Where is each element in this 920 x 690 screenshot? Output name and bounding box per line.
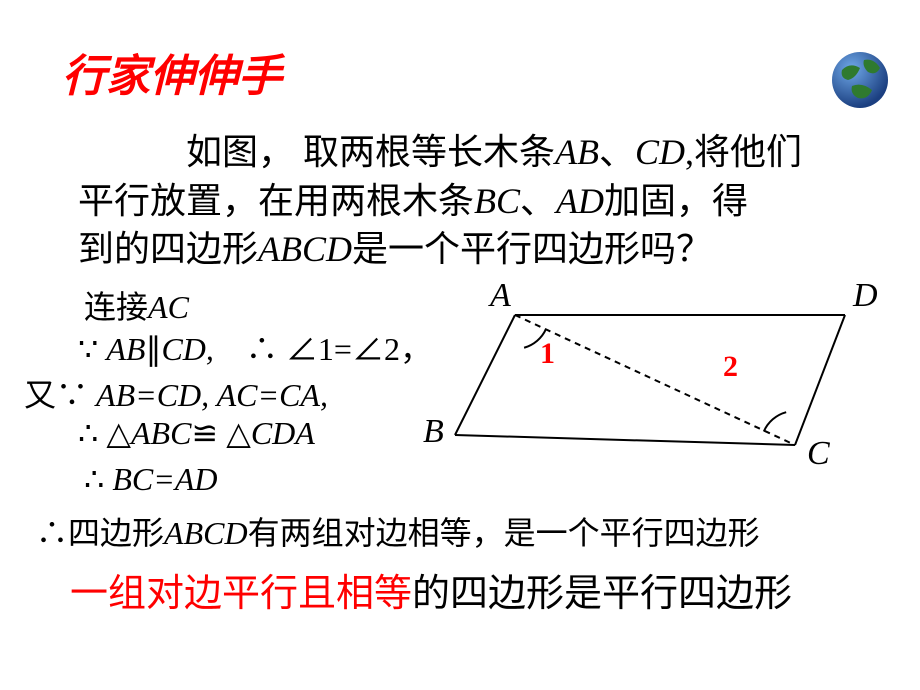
vertex-label-b: B — [423, 413, 444, 451]
conclusion-text: 一组对边平行且相等的四边形是平行四边形 — [70, 562, 792, 617]
vertex-label-d: D — [853, 277, 878, 315]
parallelogram-diagram: A D B C 1 2 — [435, 285, 885, 485]
vertex-label-c: C — [807, 435, 830, 473]
angle-label-1: 1 — [540, 337, 555, 371]
proof-line: ∴ BC=AD — [84, 460, 218, 498]
page-title: 行家伸伸手 — [62, 40, 282, 104]
proof-line: 连接AC — [84, 282, 189, 328]
globe-icon — [830, 50, 890, 110]
problem-text: 如图， 取两根等长木条AB、CD,将他们平行放置，在用两根木条BC、AD加固，得… — [78, 128, 802, 274]
proof-line: ∴ △ABC≌ △CDA — [78, 414, 315, 452]
vertex-label-a: A — [490, 277, 511, 315]
proof-line: ∵ AB∥CD, ∴ ∠1=∠2， — [78, 324, 432, 370]
proof-line: ∴四边形ABCD有两组对边相等，是一个平行四边形 — [36, 508, 760, 554]
angle-label-2: 2 — [723, 350, 738, 384]
proof-line: 又∵ AB=CD, AC=CA, — [24, 370, 328, 416]
